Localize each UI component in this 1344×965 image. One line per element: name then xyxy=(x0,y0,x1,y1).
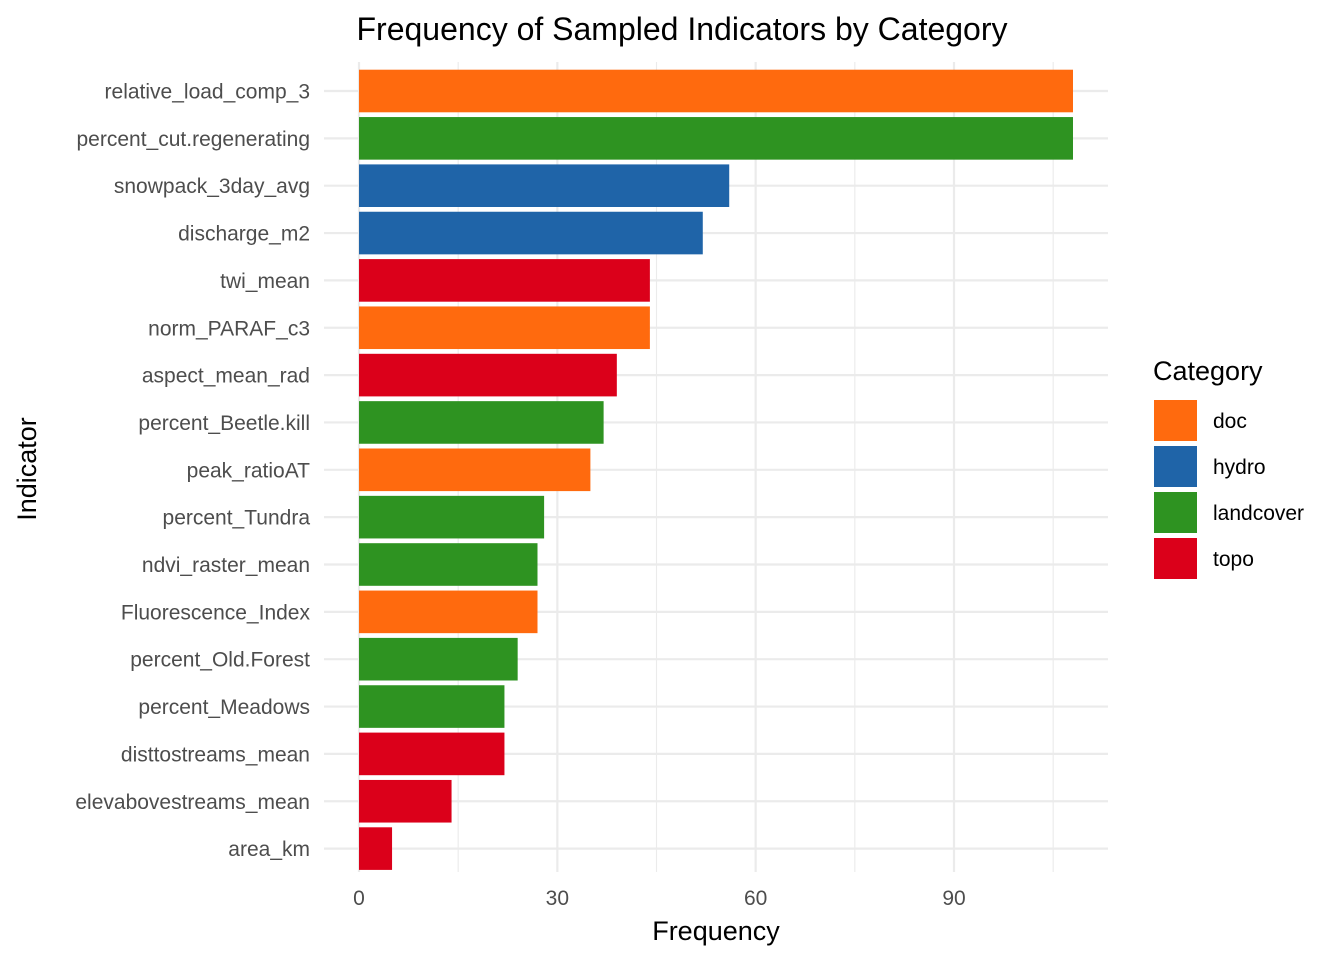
y-tick-label: relative_load_comp_3 xyxy=(105,81,310,104)
legend-swatch-doc xyxy=(1154,400,1197,441)
y-tick-labels: relative_load_comp_3 percent_cut.regenera… xyxy=(75,81,310,862)
y-tick-label: percent_Meadows xyxy=(138,696,310,719)
bar-percent-beetle-kill xyxy=(359,401,604,444)
legend-items: doc hydro landcover topo xyxy=(1154,400,1304,579)
bar-area-km xyxy=(359,827,393,870)
x-tick-label: 0 xyxy=(353,887,365,910)
y-tick-label: percent_cut.regenerating xyxy=(77,128,311,151)
y-tick-label: percent_Tundra xyxy=(163,507,311,530)
y-tick-label: area_km xyxy=(228,838,310,861)
y-tick-label: snowpack_3day_avg xyxy=(114,175,310,198)
y-tick-label: discharge_m2 xyxy=(178,223,310,246)
bar-discharge-m2 xyxy=(359,211,703,255)
bar-elevabovestreams-mean xyxy=(359,779,452,823)
legend-title: Category xyxy=(1153,356,1263,386)
y-tick-label: twi_mean xyxy=(220,270,310,293)
y-tick-label: norm_PARAF_c3 xyxy=(148,317,310,340)
legend-swatch-topo xyxy=(1154,538,1197,579)
bar-percent-meadows xyxy=(359,685,505,728)
bar-snowpack-3day-avg xyxy=(359,164,730,207)
y-tick-label: Fluorescence_Index xyxy=(121,601,311,624)
x-axis-title: Frequency xyxy=(652,916,780,946)
y-tick-label: ndvi_raster_mean xyxy=(142,554,310,577)
y-tick-label: aspect_mean_rad xyxy=(142,365,310,388)
bar-fluorescence-index xyxy=(359,590,538,634)
legend-label-landcover: landcover xyxy=(1213,502,1304,525)
y-tick-label: peak_ratioAT xyxy=(187,459,311,482)
y-axis-title: Indicator xyxy=(12,417,42,521)
bar-ndvi-raster-mean xyxy=(359,543,538,586)
bar-relative-load-comp-3 xyxy=(359,69,1073,113)
bar-twi-mean xyxy=(359,259,650,302)
x-tick-label: 60 xyxy=(744,887,767,910)
x-tick-label: 30 xyxy=(546,887,569,910)
chart-title: Frequency of Sampled Indicators by Categ… xyxy=(357,11,1008,47)
bar-peak-ratioat xyxy=(359,448,591,492)
bars xyxy=(359,69,1073,870)
bar-aspect-mean-rad xyxy=(359,353,617,397)
legend: Category doc hydro landcover topo xyxy=(1153,356,1304,579)
bar-norm-paraf-c3 xyxy=(359,306,650,350)
y-tick-label: percent_Old.Forest xyxy=(130,649,310,672)
bar-disttostreams-mean xyxy=(359,732,505,776)
legend-label-topo: topo xyxy=(1213,548,1254,571)
y-tick-label: elevabovestreams_mean xyxy=(75,791,310,814)
bar-percent-old-forest xyxy=(359,637,518,681)
x-tick-labels: 0 30 60 90 xyxy=(353,887,966,910)
legend-label-doc: doc xyxy=(1213,410,1247,433)
y-tick-label: disttostreams_mean xyxy=(121,743,310,766)
legend-swatch-landcover xyxy=(1154,492,1197,533)
y-tick-label: percent_Beetle.kill xyxy=(138,412,310,435)
bar-percent-tundra xyxy=(359,495,545,539)
legend-swatch-hydro xyxy=(1154,446,1197,487)
x-tick-label: 90 xyxy=(942,887,965,910)
legend-label-hydro: hydro xyxy=(1213,456,1266,479)
bar-percent-cut-regenerating xyxy=(359,117,1073,160)
